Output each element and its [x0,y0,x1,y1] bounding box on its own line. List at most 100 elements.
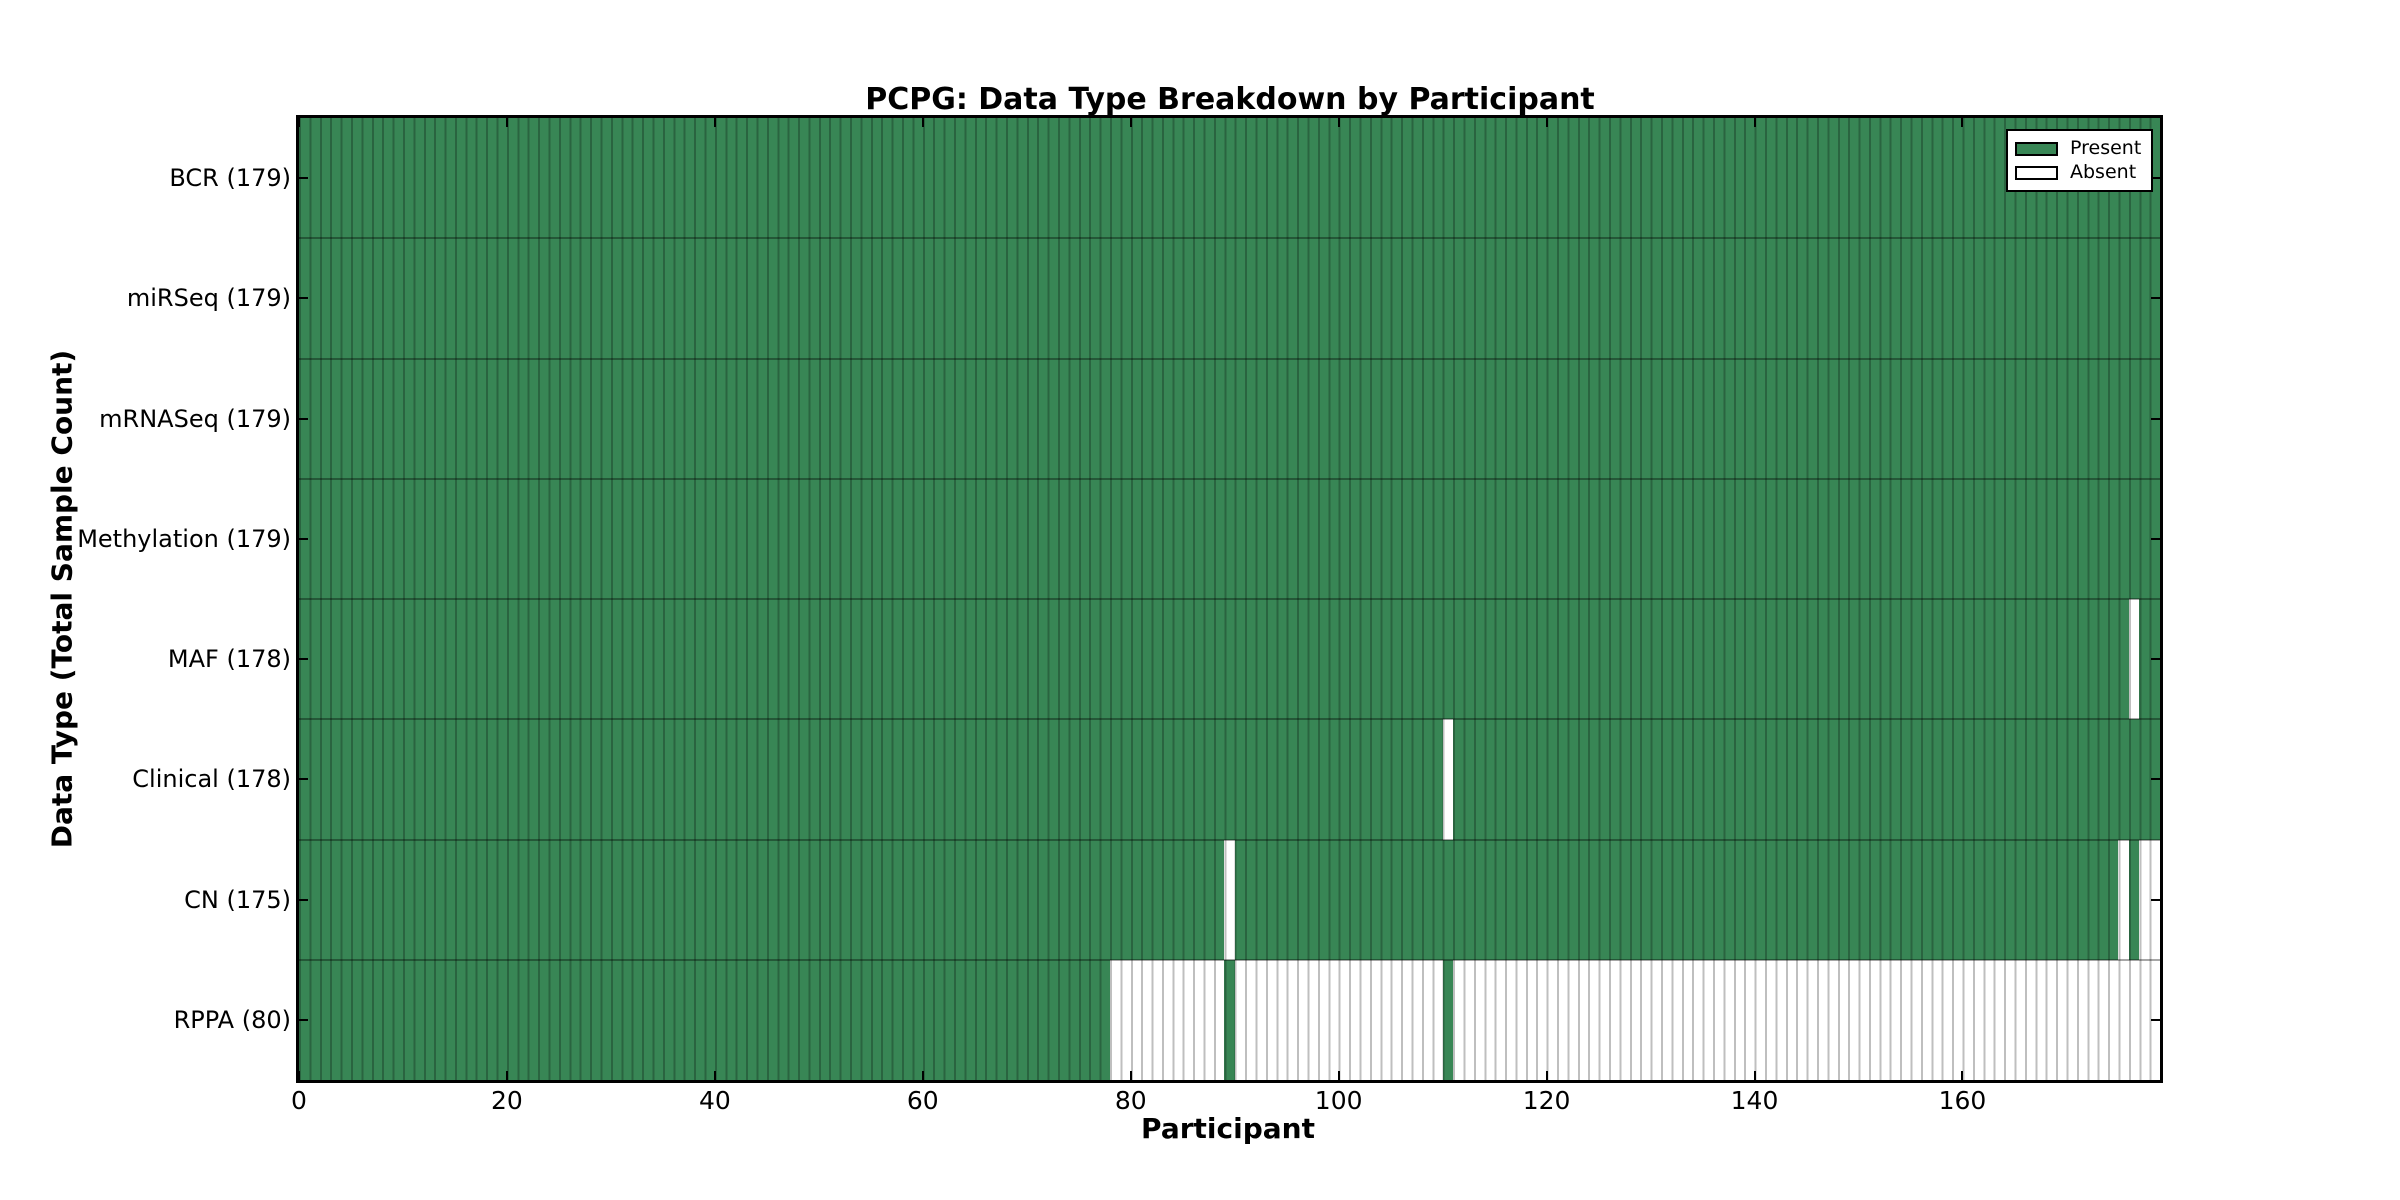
x-tick-mark [1961,118,1964,127]
datatype-row-mRNASeq [299,358,2160,480]
segment-present [1234,839,2119,960]
y-tick-label-BCR: BCR (179) [169,164,291,193]
y-tick-mark [299,898,308,901]
y-tick-label-mRNASeq: mRNASeq (179) [99,404,291,433]
y-tick-label-miRSeq: miRSeq (179) [126,284,291,313]
y-tick-mark [2151,658,2160,661]
legend-label-present: Present [2070,137,2142,159]
y-tick-label-Methylation: Methylation (179) [77,524,291,553]
bar-edge-stripes [299,118,2160,239]
datatype-row-BCR [299,118,2160,240]
bar-edge-stripes [299,959,2160,1080]
row-separator [299,838,2160,841]
y-tick-label-Clinical: Clinical (178) [132,765,291,794]
bar-edge-stripes [299,839,2160,960]
datatype-row-miRSeq [299,238,2160,360]
x-tick-mark [921,1071,924,1080]
present-swatch-icon [2015,141,2058,156]
segment-present [299,358,2160,479]
segment-absent [1224,839,1235,960]
row-separator [299,357,2160,360]
x-tick-mark [1961,1071,1964,1080]
y-tick-mark [299,177,308,180]
x-axis-title: Participant [1141,1112,1315,1145]
bar-edge-stripes [299,478,2160,599]
row-separator [299,477,2160,480]
y-tick-mark [299,778,308,781]
x-tick-label-40: 40 [698,1086,731,1115]
row-separator [299,237,2160,240]
y-tick-mark [2151,417,2160,420]
x-tick-label-140: 140 [1730,1086,1779,1115]
x-tick-mark [505,118,508,127]
plot-area [299,118,2160,1080]
segment-present [1442,959,1454,1080]
segment-present [299,959,1110,1080]
x-tick-mark [1337,118,1340,127]
segment-present [299,118,2160,239]
segment-present [299,238,2160,359]
row-separator [299,718,2160,721]
x-tick-label-160: 160 [1938,1086,1987,1115]
y-tick-mark [299,537,308,540]
x-tick-mark [921,118,924,127]
legend-entry-absent: Absent [2015,161,2151,183]
bar-edge-stripes [299,599,2160,720]
x-tick-mark [1129,1071,1132,1080]
x-tick-mark [1753,118,1756,127]
chart-title: PCPG: Data Type Breakdown by Participant [865,82,1595,117]
y-tick-mark [299,297,308,300]
x-tick-label-80: 80 [1114,1086,1147,1115]
x-tick-mark [1545,118,1548,127]
segment-absent [2118,839,2129,960]
datatype-row-MAF [299,599,2160,721]
y-tick-mark [2151,778,2160,781]
y-tick-mark [2151,898,2160,901]
segment-absent [1453,959,2160,1080]
segment-present [299,839,1225,960]
y-tick-mark [299,658,308,661]
x-tick-mark [1337,1071,1340,1080]
segment-present [299,478,2160,599]
y-tick-mark [299,417,308,420]
y-tick-mark [2151,177,2160,180]
segment-absent [1234,959,1443,1080]
x-tick-mark [1545,1071,1548,1080]
segment-present [1224,959,1235,1080]
x-tick-label-120: 120 [1522,1086,1571,1115]
segment-absent [1109,959,1225,1080]
segment-absent [2139,839,2160,960]
x-tick-mark [713,118,716,127]
y-tick-label-RPPA: RPPA (80) [173,1005,291,1034]
legend-entry-present: Present [2015,137,2151,159]
y-tick-mark [299,1018,308,1021]
datatype-row-CN [299,839,2160,961]
datatype-row-RPPA [299,959,2160,1080]
segment-present [2139,599,2160,720]
legend-label-absent: Absent [2070,161,2137,183]
segment-present [299,719,1443,840]
x-tick-label-60: 60 [906,1086,939,1115]
y-tick-label-CN: CN (175) [184,885,291,914]
x-tick-mark [505,1071,508,1080]
datatype-row-Methylation [299,478,2160,600]
x-tick-label-0: 0 [291,1086,307,1115]
y-tick-label-MAF: MAF (178) [167,645,291,674]
x-tick-mark [298,1071,300,1080]
segment-absent [2128,599,2140,720]
segment-present [299,599,2129,720]
x-tick-label-20: 20 [491,1086,523,1115]
legend: Present Absent [2006,129,2153,192]
x-tick-mark [298,118,300,127]
y-tick-mark [2151,537,2160,540]
x-tick-label-100: 100 [1314,1086,1363,1115]
absent-swatch-icon [2015,165,2058,180]
segment-absent [1442,719,1454,840]
datatype-row-Clinical [299,719,2160,841]
y-tick-mark [2151,1018,2160,1021]
bar-edge-stripes [299,358,2160,479]
y-tick-mark [2151,297,2160,300]
segment-present [1453,719,2160,840]
y-axis-title: Data Type (Total Sample Count) [45,349,79,849]
